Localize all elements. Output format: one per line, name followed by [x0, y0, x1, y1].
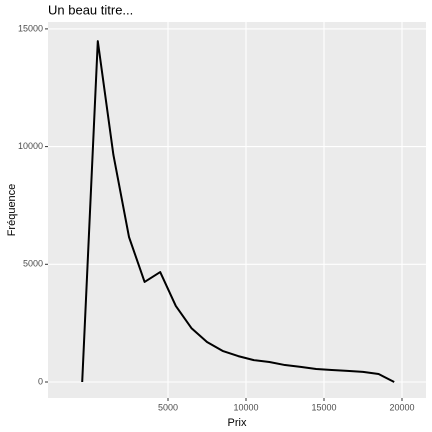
- panel: [48, 22, 426, 398]
- line: [81, 40, 395, 383]
- x-axis-label: Prix: [228, 417, 247, 429]
- x-tick-label: 10000: [233, 402, 258, 412]
- x-tick-label: 5000: [158, 402, 178, 412]
- y-tick-label: 5000: [23, 259, 43, 269]
- y-tick-label: 0: [38, 376, 43, 386]
- x-tick-label: 15000: [311, 402, 336, 412]
- chart-title: Un beau titre...: [48, 2, 133, 17]
- y-axis-label: Fréquence: [6, 184, 18, 237]
- y-tick-label: 10000: [18, 141, 43, 151]
- x-tick-label: 20000: [389, 402, 414, 412]
- y-tick-label: 15000: [18, 23, 43, 33]
